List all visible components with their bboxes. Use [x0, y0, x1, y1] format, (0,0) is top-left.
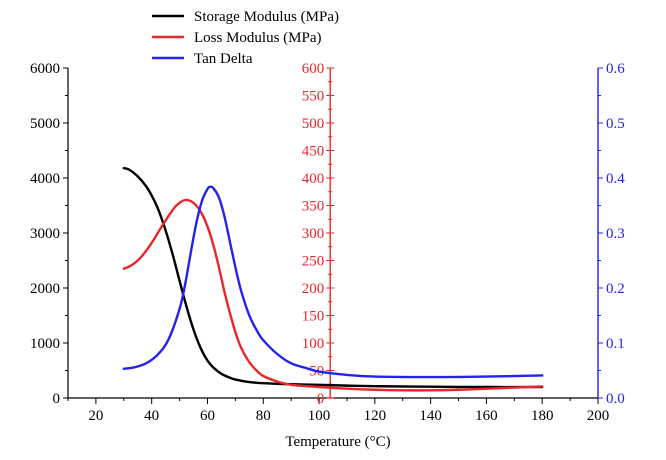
series-layer	[122, 166, 544, 392]
right-tick-label: 0.5	[606, 116, 625, 132]
series-line-3	[122, 185, 544, 379]
x-tick-label: 40	[144, 408, 159, 424]
right-tick-label: 0.3	[606, 226, 625, 242]
legend-label-3: Tan Delta	[194, 51, 253, 67]
x-axis-title: Temperature (°C)	[285, 434, 390, 450]
middle-tick-label: 100	[302, 336, 325, 352]
left-tick-label: 3000	[30, 226, 60, 242]
x-tick-label: 60	[200, 408, 215, 424]
middle-tick-label: 200	[302, 281, 325, 297]
x-tick-label: 120	[364, 408, 387, 424]
left-tick-label: 2000	[30, 281, 60, 297]
left-tick-label: 4000	[30, 171, 60, 187]
x-tick-label: 100	[308, 408, 331, 424]
middle-tick-label: 0	[317, 391, 325, 407]
left-tick-label: 1000	[30, 336, 60, 352]
axes-layer: 20 40 60 80 100 120 140 160 180 20001000200030004…	[30, 61, 625, 424]
middle-tick-label: 500	[302, 116, 325, 132]
right-tick-label: 0.2	[606, 281, 625, 297]
legend-label-2: Loss Modulus (MPa)	[194, 30, 322, 46]
x-tick-label: 140	[419, 408, 442, 424]
middle-tick-label: 600	[302, 61, 325, 77]
series-line-1	[122, 166, 544, 389]
legend-label-1: Storage Modulus (MPa)	[194, 9, 339, 25]
middle-tick-label: 450	[302, 144, 325, 160]
right-tick-label: 0.4	[606, 171, 625, 187]
left-tick-label: 0	[53, 391, 61, 407]
middle-tick-label: 350	[302, 199, 325, 215]
right-tick-label: 0.0	[606, 391, 625, 407]
legend: Storage Modulus (MPa) Loss Modulus (MPa) T…	[152, 9, 339, 67]
x-tick-label: 200	[587, 408, 610, 424]
middle-tick-label: 150	[302, 309, 325, 325]
middle-tick-label: 400	[302, 171, 325, 187]
series-line-2	[122, 198, 544, 392]
x-tick-label: 80	[256, 408, 271, 424]
left-tick-label: 6000	[30, 61, 60, 77]
middle-tick-label: 300	[302, 226, 325, 242]
x-tick-label: 180	[531, 408, 554, 424]
middle-tick-label: 550	[302, 89, 325, 105]
right-tick-label: 0.1	[606, 336, 625, 352]
x-tick-label: 20	[88, 408, 103, 424]
middle-tick-label: 250	[302, 254, 325, 270]
right-tick-label: 0.6	[606, 61, 625, 77]
x-tick-label: 160	[475, 408, 498, 424]
left-tick-label: 5000	[30, 116, 60, 132]
